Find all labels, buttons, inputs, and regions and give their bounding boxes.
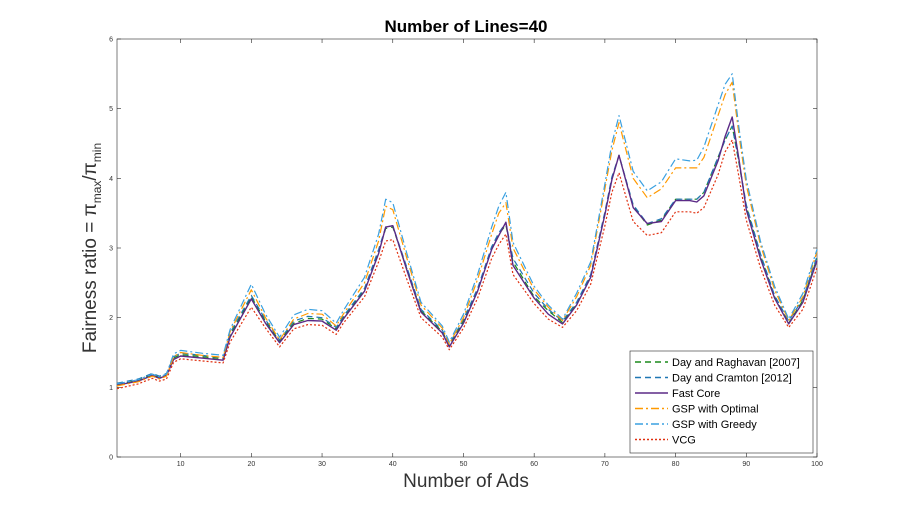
legend: Day and Raghavan [2007] Day and Cramton […	[629, 350, 814, 454]
x-tick-label: 20	[247, 461, 255, 468]
x-tick-label: 70	[601, 461, 609, 468]
series-line-5	[116, 73, 818, 385]
y-tick-label: 6	[109, 37, 113, 44]
svg-text:Fairness ratio = πmax/πmin: Fairness ratio = πmax/πmin	[80, 143, 104, 353]
x-tick-label: 30	[318, 461, 326, 468]
x-tick-label: 50	[460, 461, 468, 468]
chart-title: Number of Lines=40	[385, 17, 548, 36]
x-tick-label: 60	[530, 461, 538, 468]
legend-label: VCG	[672, 435, 696, 447]
y-tick-label: 5	[109, 106, 113, 113]
legend-label: GSP with Greedy	[672, 419, 757, 431]
x-tick-label: 10	[177, 461, 185, 468]
y-tick-label: 1	[109, 385, 113, 392]
y-axis-label-sub-max: max	[90, 181, 104, 204]
y-tick-label: 3	[109, 246, 113, 253]
series-line-4	[116, 81, 818, 387]
y-tick-label: 4	[109, 176, 113, 183]
y-axis-label: Fairness ratio = πmax/πmin	[80, 143, 104, 353]
series-line-6	[116, 139, 818, 390]
series-lines	[116, 73, 818, 390]
legend-label: Fast Core	[672, 388, 720, 400]
y-axis-label-prefix: Fairness ratio = π	[80, 203, 101, 353]
x-axis: 10 20 30 40 50 60 70 80 90 100	[177, 39, 823, 468]
legend-box	[629, 350, 814, 454]
x-tick-label: 40	[389, 461, 397, 468]
x-tick-label: 90	[742, 461, 750, 468]
series-line-2	[116, 125, 818, 384]
series-line-3	[116, 116, 818, 386]
legend-label: Day and Raghavan [2007]	[672, 357, 800, 369]
legend-label: GSP with Optimal	[672, 404, 759, 416]
x-axis-label: Number of Ads	[403, 471, 529, 492]
y-axis-label-sub-min: min	[90, 143, 104, 162]
x-tick-label: 100	[811, 461, 823, 468]
y-axis-label-mid: /π	[80, 162, 101, 180]
x-tick-label: 80	[672, 461, 680, 468]
y-tick-label: 0	[109, 455, 113, 462]
y-axis: 0 1 2 3 4 5 6	[109, 37, 817, 462]
legend-label: Day and Cramton [2012]	[672, 373, 792, 385]
y-tick-label: 2	[109, 315, 113, 322]
